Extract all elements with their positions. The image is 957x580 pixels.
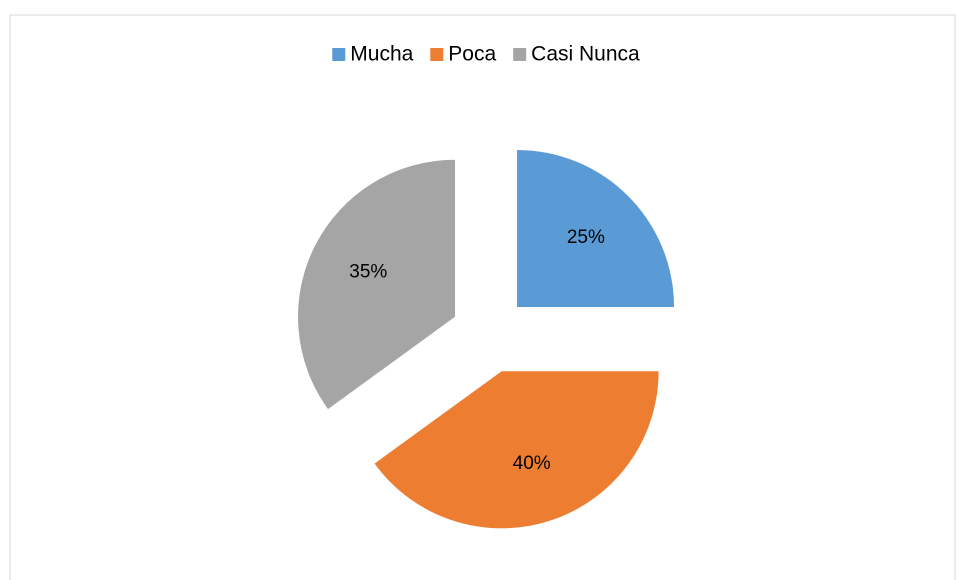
legend-label: Poca — [448, 43, 496, 66]
legend-label: Mucha — [350, 43, 413, 66]
pie-slice — [517, 149, 675, 307]
pie-slice — [374, 371, 659, 529]
legend-swatch — [332, 48, 346, 61]
pie: 25% 40% 35% — [298, 149, 675, 529]
data-label: 25% — [567, 227, 605, 248]
pie-slice — [298, 159, 456, 410]
legend-swatch — [430, 48, 444, 61]
legend-swatch — [513, 48, 527, 61]
legend: Mucha Poca Casi Nunca — [332, 43, 640, 66]
chart-border — [9, 14, 956, 580]
legend-label: Casi Nunca — [531, 43, 640, 66]
data-label: 40% — [513, 453, 551, 474]
data-label: 35% — [349, 262, 387, 283]
